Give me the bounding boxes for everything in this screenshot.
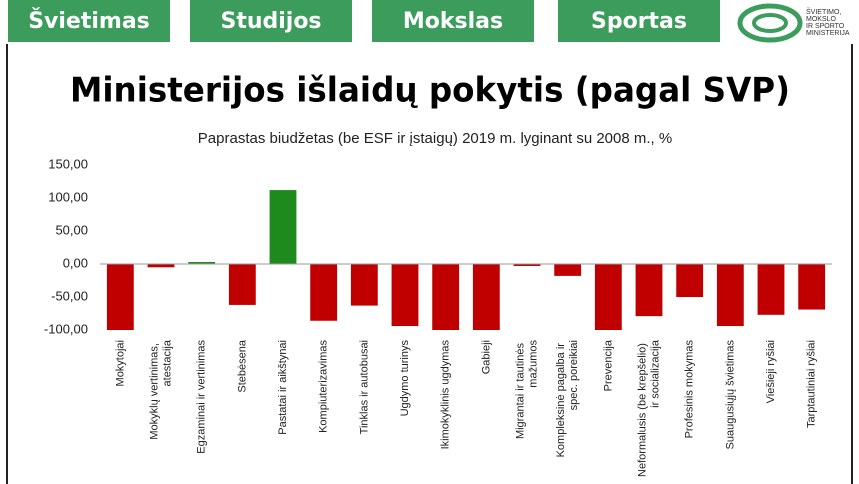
logo-emblem	[737, 3, 803, 43]
bar	[554, 264, 582, 276]
tab[interactable]	[190, 0, 352, 42]
x-tick-label: Neformalusis (be krepšelio) ir socializa…	[636, 339, 661, 477]
bar	[350, 264, 378, 306]
bar	[147, 264, 175, 268]
y-tick-label: 150,00	[48, 156, 88, 171]
x-tick-label: Stebėsena	[236, 339, 248, 392]
tab[interactable]	[8, 0, 170, 42]
bar	[716, 264, 744, 327]
tab-label[interactable]: Studijos	[220, 9, 321, 34]
logo-text: MOKSLO	[806, 16, 837, 23]
tab-label[interactable]: Švietimas	[28, 8, 150, 34]
bar	[269, 190, 297, 264]
y-tick-label: 50,00	[55, 222, 88, 237]
tab[interactable]	[558, 0, 720, 42]
tab-label[interactable]: Mokslas	[403, 9, 503, 34]
x-tick-label: Kompiuterizavimas	[318, 340, 330, 433]
x-tick-label: Ikimokyklinis ugdymas	[440, 340, 452, 450]
logo: ŠVIETIMO, MOKSLO IR SPORTO MINISTERIJA	[737, 3, 850, 43]
y-tick-label: -50,00	[51, 288, 88, 303]
chart-title: Paprastas biudžetas (be ESF ir įstaigų) …	[198, 130, 672, 147]
y-tick-label: 0,00	[63, 255, 88, 270]
x-tick-label: Tarptautiniai ryšiai	[806, 340, 818, 428]
x-tick-label: Mokytojai	[114, 340, 126, 386]
bar	[106, 264, 134, 330]
bar	[188, 262, 216, 264]
x-tick-label: Kompleksinė pagalba ir spec. poreikiai	[555, 340, 580, 457]
logo-text: IR SPORTO	[806, 23, 845, 30]
x-tick-label: Ugdymo turinys	[399, 340, 411, 417]
logo-text: MINISTERIJA	[806, 30, 850, 37]
bar	[798, 264, 826, 310]
tab[interactable]	[372, 0, 534, 42]
logo-emblem	[752, 13, 788, 33]
bar	[676, 264, 704, 297]
x-tick-label: Prevencija	[602, 339, 614, 391]
bar	[635, 264, 663, 317]
x-tick-label: Egzaminai ir vertinimas	[196, 340, 208, 454]
x-tick-label: Tinklas ir autobusai	[358, 340, 370, 434]
bar	[391, 264, 419, 327]
x-tick-label: Profesinis mokymas	[684, 340, 696, 439]
bar	[594, 264, 622, 330]
logo-text: ŠVIETIMO,	[806, 7, 841, 16]
bar	[228, 264, 256, 305]
tab-label[interactable]: Sportas	[591, 9, 687, 34]
bar	[472, 264, 500, 330]
x-tick-label: Mokyklų vertinimas, atestacija	[148, 339, 173, 440]
y-tick-label: -100,00	[44, 321, 88, 336]
slide-title: Ministerijos išlaidų pokytis (pagal SVP)	[70, 71, 790, 111]
bar	[432, 264, 460, 330]
bar	[757, 264, 785, 315]
x-tick-label: Viešieji ryšiai	[765, 340, 777, 403]
bar	[513, 264, 541, 266]
x-tick-label: Suaugusiųjų švietimas	[724, 340, 736, 450]
x-tick-label: Gabieji	[480, 340, 492, 374]
x-tick-label: Migrantai ir tautinės mažumos	[514, 340, 539, 440]
bar	[310, 264, 338, 321]
y-tick-label: 100,00	[48, 189, 88, 204]
x-tick-label: Pastatai ir aikštynai	[277, 340, 289, 435]
